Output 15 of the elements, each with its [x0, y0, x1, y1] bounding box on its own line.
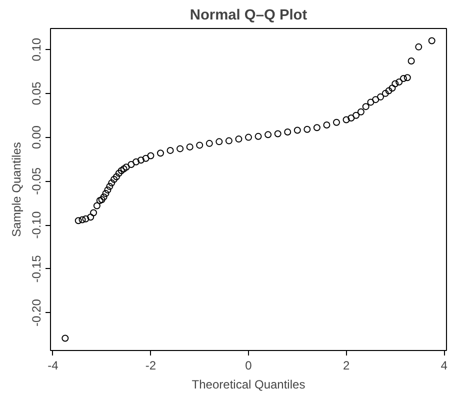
y-tick-label: -0.10 [30, 211, 44, 239]
y-tick-label: 0.00 [30, 125, 44, 149]
chart-title: Normal Q–Q Plot [190, 8, 308, 24]
x-tick-label: -4 [48, 358, 59, 372]
y-tick-label: 0.05 [30, 81, 44, 106]
x-tick-label: 4 [440, 358, 448, 372]
y-axis-title: Sample Quantiles [10, 142, 24, 237]
y-tick-label: -0.15 [30, 254, 44, 283]
x-tick-label: 2 [342, 358, 350, 372]
y-tick-label: 0.10 [30, 38, 44, 62]
x-tick-label: 0 [245, 358, 252, 372]
x-tick-label: -2 [145, 358, 156, 372]
y-tick-label: -0.05 [30, 167, 44, 195]
y-tick-label: -0.20 [30, 298, 44, 326]
x-axis-title: Theoretical Quantiles [192, 378, 306, 392]
